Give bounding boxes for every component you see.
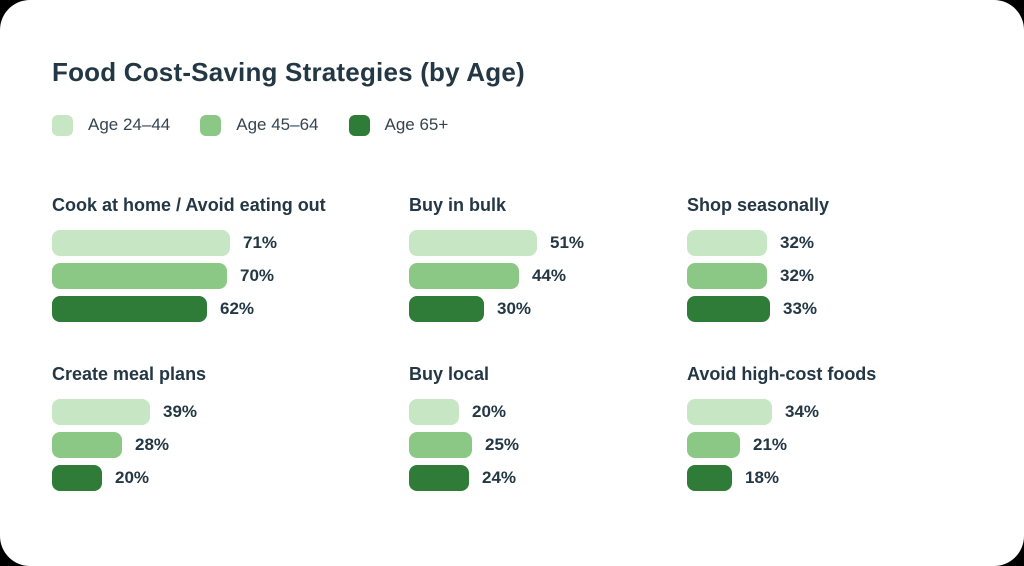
bar-value-label: 18%	[745, 467, 780, 487]
legend-label: Age 45–64	[236, 115, 319, 135]
group-title: Cook at home / Avoid eating out	[52, 194, 326, 215]
bar-value-label: 21%	[753, 434, 788, 454]
bar-row-age-24-44: 20%	[409, 398, 687, 425]
bar-stack: 51% 44% 30%	[409, 229, 687, 322]
bar-row-age-45-64: 25%	[409, 431, 687, 458]
bar-age-45-64	[687, 431, 740, 458]
chart-group-cook-at-home: Cook at home / Avoid eating out 71% 70% …	[52, 194, 409, 322]
group-title: Shop seasonally	[687, 194, 830, 215]
bar-value-label: 62%	[220, 298, 255, 318]
bar-row-age-45-64: 44%	[409, 262, 687, 289]
bar-row-age-45-64: 21%	[687, 431, 972, 458]
bar-age-65-plus	[52, 464, 102, 491]
bar-value-label: 70%	[240, 265, 275, 285]
bar-age-24-44	[687, 229, 767, 256]
bar-age-24-44	[52, 229, 230, 256]
bar-row-age-65-plus: 33%	[687, 295, 972, 322]
bar-row-age-45-64: 70%	[52, 262, 409, 289]
bar-value-label: 32%	[780, 232, 815, 252]
bar-age-45-64	[409, 431, 472, 458]
bar-value-label: 30%	[497, 298, 532, 318]
bar-age-24-44	[409, 229, 537, 256]
bar-age-45-64	[687, 262, 767, 289]
bar-row-age-65-plus: 30%	[409, 295, 687, 322]
bar-age-24-44	[52, 398, 150, 425]
group-title: Avoid high-cost foods	[687, 363, 877, 384]
bar-value-label: 71%	[243, 232, 278, 252]
bar-row-age-24-44: 34%	[687, 398, 972, 425]
bar-stack: 71% 70% 62%	[52, 229, 409, 322]
legend-item-age-45-64: Age 45–64	[200, 114, 319, 136]
bar-age-45-64	[52, 431, 122, 458]
bar-age-65-plus	[409, 295, 484, 322]
legend-swatch-icon	[200, 114, 222, 136]
bar-row-age-24-44: 51%	[409, 229, 687, 256]
bar-value-label: 33%	[783, 298, 818, 318]
legend-swatch-icon	[348, 114, 370, 136]
group-title: Buy local	[409, 363, 490, 384]
bar-row-age-24-44: 32%	[687, 229, 972, 256]
legend-item-age-24-44: Age 24–44	[52, 114, 171, 136]
legend-item-age-65-plus: Age 65+	[348, 114, 449, 136]
bar-stack: 32% 32% 33%	[687, 229, 972, 322]
bar-row-age-65-plus: 62%	[52, 295, 409, 322]
group-title: Buy in bulk	[409, 194, 507, 215]
group-title: Create meal plans	[52, 363, 207, 384]
bar-value-label: 34%	[785, 401, 820, 421]
chart-group-buy-in-bulk: Buy in bulk 51% 44% 30%	[409, 194, 687, 322]
bar-age-45-64	[52, 262, 227, 289]
bar-stack: 39% 28% 20%	[52, 398, 409, 491]
bar-age-45-64	[409, 262, 519, 289]
chart-group-shop-seasonally: Shop seasonally 32% 32% 33%	[687, 194, 972, 322]
bar-row-age-45-64: 32%	[687, 262, 972, 289]
bar-row-age-65-plus: 20%	[52, 464, 409, 491]
chart-group-avoid-high-cost-foods: Avoid high-cost foods 34% 21% 18%	[687, 363, 972, 491]
legend-label: Age 24–44	[88, 115, 171, 135]
bar-row-age-65-plus: 24%	[409, 464, 687, 491]
chart-group-create-meal-plans: Create meal plans 39% 28% 20%	[52, 363, 409, 491]
bar-row-age-24-44: 71%	[52, 229, 409, 256]
bar-age-24-44	[687, 398, 772, 425]
bar-age-24-44	[409, 398, 459, 425]
page-title: Food Cost-Saving Strategies (by Age)	[52, 57, 525, 87]
bar-value-label: 20%	[472, 401, 507, 421]
bar-age-65-plus	[687, 464, 732, 491]
bar-value-label: 51%	[550, 232, 585, 252]
bar-row-age-45-64: 28%	[52, 431, 409, 458]
bar-value-label: 28%	[135, 434, 170, 454]
legend-label: Age 65+	[384, 115, 449, 135]
bar-age-65-plus	[409, 464, 469, 491]
bar-row-age-24-44: 39%	[52, 398, 409, 425]
legend: Age 24–44 Age 45–64 Age 65+	[52, 114, 972, 136]
bar-value-label: 20%	[115, 467, 150, 487]
bar-value-label: 39%	[163, 401, 198, 421]
chart-groups-grid: Cook at home / Avoid eating out 71% 70% …	[52, 194, 972, 491]
bar-age-65-plus	[687, 295, 770, 322]
bar-value-label: 25%	[485, 434, 520, 454]
bar-value-label: 24%	[482, 467, 517, 487]
legend-swatch-icon	[52, 114, 73, 136]
bar-value-label: 32%	[780, 265, 815, 285]
bar-row-age-65-plus: 18%	[687, 464, 972, 491]
bar-value-label: 44%	[532, 265, 567, 285]
bar-stack: 20% 25% 24%	[409, 398, 687, 491]
bar-age-65-plus	[52, 295, 207, 322]
chart-group-buy-local: Buy local 20% 25% 24%	[409, 363, 687, 491]
bar-stack: 34% 21% 18%	[687, 398, 972, 491]
